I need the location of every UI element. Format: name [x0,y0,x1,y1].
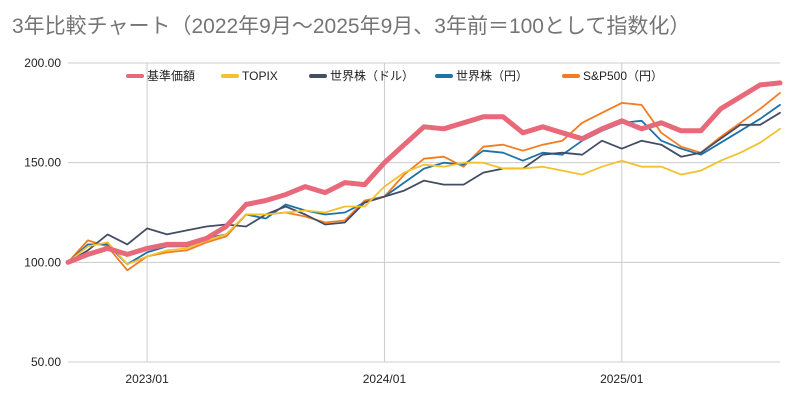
series-line-2 [67,111,781,264]
y-tick-label: 200.00 [24,56,61,70]
legend-label: S&P500（円） [583,69,663,83]
axes: 200.00 150.00 100.00 50.00 2023/01 2024/01 202… [24,56,643,386]
legend-label: 世界株（円） [456,68,528,83]
x-tick-label: 2023/01 [125,372,169,386]
series-line-1 [67,127,781,266]
x-tick-label: 2025/01 [600,372,644,386]
y-tick-label: 150.00 [24,156,61,170]
series-line-0 [65,80,783,265]
legend-label: TOPIX [242,69,278,83]
y-tick-label: 50.00 [31,355,61,369]
series-line-4 [67,92,781,272]
legend-label: 基準価額 [147,68,195,83]
chart-title: 3年比較チャート（2022年9月～2025年9月、3年前＝100として指数化） [12,15,690,38]
legend: 基準価額 TOPIX 世界株（ドル） 世界株（円） S&P500（円） [126,68,663,83]
series-lines [65,80,783,272]
legend-label: 世界株（ドル） [330,68,414,83]
y-tick-label: 100.00 [24,255,61,269]
x-tick-label: 2024/01 [363,372,407,386]
gridlines [68,62,780,363]
